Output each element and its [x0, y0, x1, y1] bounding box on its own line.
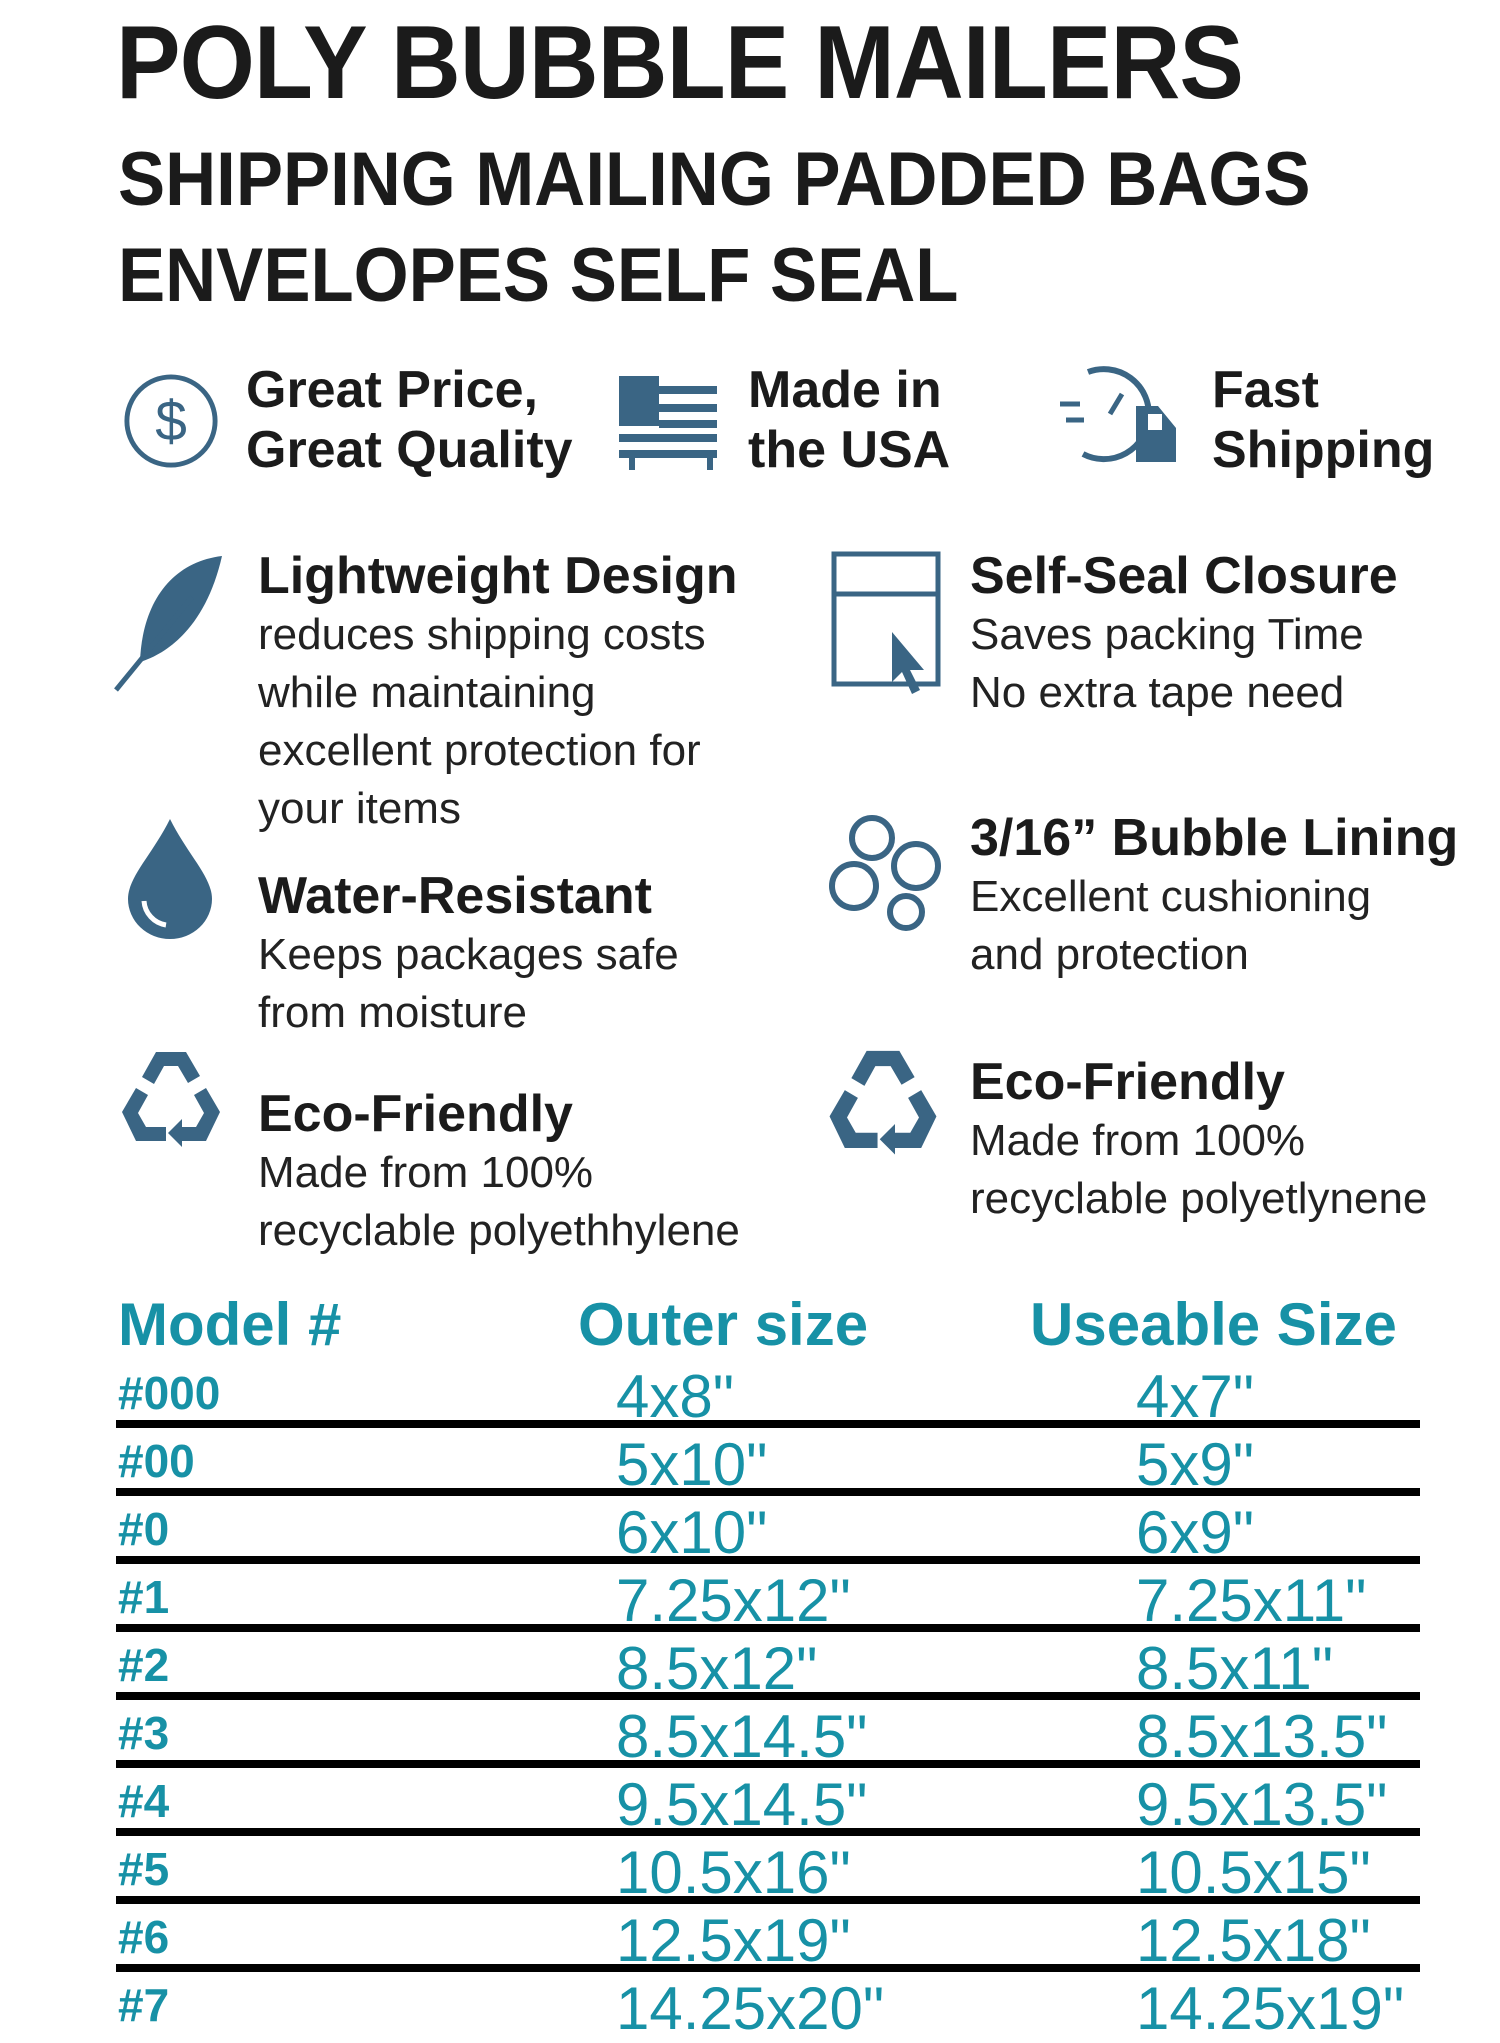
table-row: #7 14.25x20" 14.25x19" [116, 1972, 1420, 2042]
model-cell: #1 [118, 1571, 170, 1623]
feature-eco-right: Eco-Friendly Made from 100% recyclable p… [970, 1052, 1427, 1228]
feather-icon [112, 552, 228, 692]
size-table: #000 4x8" 4x7" #00 5x10" 5x9" #0 6x10" 6x9" #1 7.2… [116, 1360, 1420, 2042]
feature-self-seal: Self-Seal Closure Saves packing Time No … [970, 546, 1398, 722]
feature-heading: Self-Seal Closure [970, 547, 1398, 605]
feature-lightweight: Lightweight Design reduces shipping cost… [258, 546, 738, 838]
outer-size-cell: 4x8" [616, 1363, 735, 1430]
table-row: #2 8.5x12" 8.5x11" [116, 1632, 1420, 1702]
feature-heading: Eco-Friendly [970, 1053, 1285, 1111]
model-cell: #2 [118, 1639, 170, 1691]
highlight-text: Made in [748, 361, 942, 419]
useable-size-cell: 5x9" [1136, 1431, 1255, 1498]
model-cell: #6 [118, 1911, 170, 1963]
model-cell: #3 [118, 1707, 170, 1759]
self-seal-icon [830, 550, 942, 700]
highlight-text: Great Quality [246, 421, 573, 479]
table-row: #1 7.25x12" 7.25x11" [116, 1564, 1420, 1634]
feature-heading: 3/16” Bubble Lining [970, 809, 1459, 867]
feature-text: No extra tape need [970, 668, 1345, 717]
highlight-text: Fast [1212, 361, 1319, 419]
highlight-price: Great Price, Great Quality [246, 360, 573, 480]
feature-text: and protection [970, 930, 1249, 979]
outer-size-cell: 7.25x12" [616, 1567, 851, 1634]
outer-size-cell: 9.5x14.5" [616, 1771, 868, 1838]
outer-size-cell: 10.5x16" [616, 1839, 851, 1906]
table-row: #4 9.5x14.5" 9.5x13.5" [116, 1768, 1420, 1838]
feature-text: excellent protection for [258, 726, 701, 775]
useable-size-cell: 9.5x13.5" [1136, 1771, 1388, 1838]
outer-size-cell: 8.5x14.5" [616, 1703, 868, 1770]
feature-text: recyclable polyetlynene [970, 1174, 1428, 1223]
feature-heading: Lightweight Design [258, 547, 738, 605]
column-header-outer-size: Outer size [578, 1291, 869, 1358]
useable-size-cell: 8.5x11" [1136, 1635, 1333, 1702]
flag-icon [615, 372, 720, 472]
model-cell: #7 [118, 1979, 170, 2031]
model-cell: #0 [118, 1503, 170, 1555]
feature-text: Excellent cushioning [970, 872, 1372, 921]
subtitle-line-1: SHIPPING MAILING PADDED BAGS [118, 137, 1311, 222]
recycle-icon [820, 1040, 946, 1160]
feature-bubble: 3/16” Bubble Lining Excellent cushioning… [970, 808, 1458, 984]
column-header-useable-size: Useable Size [1030, 1291, 1397, 1358]
feature-text: while maintaining [258, 668, 596, 717]
useable-size-cell: 6x9" [1136, 1499, 1255, 1566]
bubbles-icon [826, 812, 946, 932]
outer-size-cell: 5x10" [616, 1431, 768, 1498]
feature-text: from moisture [258, 988, 527, 1037]
feature-heading: Eco-Friendly [258, 1085, 573, 1143]
highlight-usa: Made in the USA [748, 360, 950, 480]
outer-size-cell: 12.5x19" [616, 1907, 851, 1974]
feature-text: Saves packing Time [970, 610, 1364, 659]
water-drop-icon [122, 815, 218, 941]
highlight-text: the USA [748, 421, 951, 479]
highlight-shipping: Fast Shipping [1212, 360, 1434, 480]
feature-eco-left: Eco-Friendly Made from 100% recyclable p… [258, 1084, 740, 1260]
outer-size-cell: 6x10" [616, 1499, 768, 1566]
feature-text: reduces shipping costs [258, 610, 706, 659]
model-cell: #00 [118, 1435, 195, 1487]
useable-size-cell: 7.25x11" [1136, 1567, 1367, 1634]
feature-text: Keeps packages safe [258, 930, 679, 979]
table-row: #5 10.5x16" 10.5x15" [116, 1836, 1420, 1906]
highlight-text: Shipping [1212, 421, 1435, 479]
table-row: #3 8.5x14.5" 8.5x13.5" [116, 1700, 1420, 1770]
column-header-model: Model # [118, 1291, 342, 1358]
useable-size-cell: 4x7" [1136, 1363, 1255, 1430]
model-cell: #000 [118, 1367, 221, 1419]
fast-truck-icon [1058, 364, 1183, 469]
svg-text:$: $ [155, 391, 187, 454]
dollar-icon: $ [122, 372, 220, 470]
outer-size-cell: 14.25x20" [616, 1975, 885, 2042]
useable-size-cell: 14.25x19" [1136, 1975, 1405, 2042]
highlight-text: Great Price, [246, 361, 538, 419]
feature-heading: Water-Resistant [258, 867, 652, 925]
table-row: #00 5x10" 5x9" [116, 1428, 1420, 1498]
outer-size-cell: 8.5x12" [616, 1635, 818, 1702]
recycle-icon [116, 1042, 226, 1152]
feature-text: Made from 100% [258, 1148, 594, 1197]
table-row: #0 6x10" 6x9" [116, 1496, 1420, 1566]
table-row: #6 12.5x19" 12.5x18" [116, 1904, 1420, 1974]
feature-text: recyclable polyethhylene [258, 1206, 740, 1255]
useable-size-cell: 10.5x15" [1136, 1839, 1371, 1906]
table-row: #000 4x8" 4x7" [116, 1360, 1420, 1430]
feature-text: Made from 100% [970, 1116, 1306, 1165]
useable-size-cell: 12.5x18" [1136, 1907, 1371, 1974]
model-cell: #4 [118, 1775, 170, 1827]
feature-text: your items [258, 784, 461, 833]
main-title: POLY BUBBLE MAILERS [116, 5, 1244, 121]
subtitle-line-2: ENVELOPES SELF SEAL [118, 233, 959, 318]
useable-size-cell: 8.5x13.5" [1136, 1703, 1388, 1770]
feature-water: Water-Resistant Keeps packages safe from… [258, 866, 679, 1042]
model-cell: #5 [118, 1843, 170, 1895]
